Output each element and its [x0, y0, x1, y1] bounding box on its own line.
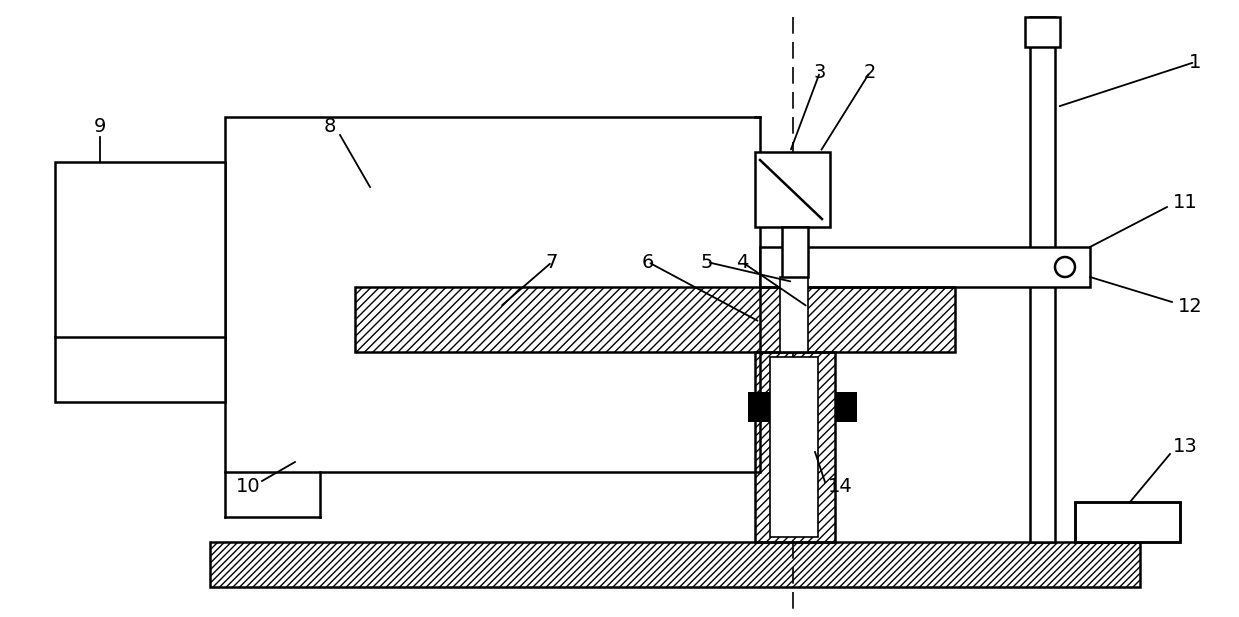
Text: 9: 9	[94, 117, 107, 136]
Bar	[1030, 17, 1054, 542]
Bar	[782, 227, 808, 277]
Bar	[55, 162, 225, 402]
Bar	[356, 287, 955, 352]
Text: 7: 7	[546, 252, 559, 271]
Bar	[1075, 502, 1180, 542]
Bar	[225, 117, 760, 472]
Text: 6: 6	[642, 252, 654, 271]
Bar	[1025, 17, 1061, 47]
Text: 8: 8	[323, 117, 336, 136]
Text: 13: 13	[1172, 437, 1197, 457]
Bar	[755, 352, 835, 542]
Text: 2: 2	[864, 62, 876, 81]
Bar	[356, 287, 955, 352]
Text: 14: 14	[828, 478, 852, 497]
Bar	[781, 277, 808, 352]
Bar	[1075, 502, 1180, 542]
Circle shape	[1054, 257, 1075, 277]
Bar	[835, 392, 857, 422]
Bar	[209, 542, 1140, 587]
Bar	[755, 152, 830, 227]
Bar	[755, 352, 835, 542]
Text: 4: 4	[736, 252, 748, 271]
Bar	[760, 247, 1090, 287]
Text: 10: 10	[235, 478, 260, 497]
Bar	[769, 357, 818, 537]
Text: 3: 3	[814, 62, 826, 81]
Text: 11: 11	[1172, 193, 1197, 212]
Bar	[209, 542, 1140, 587]
Bar	[748, 392, 769, 422]
Text: 1: 1	[1188, 52, 1201, 72]
Bar	[1075, 502, 1180, 542]
Text: 5: 5	[701, 252, 714, 271]
Text: 12: 12	[1177, 297, 1202, 317]
